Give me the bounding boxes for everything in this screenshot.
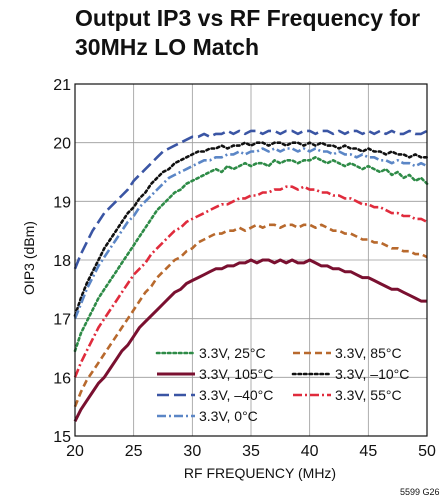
chart-title-line-2: 30MHz LO Match — [75, 34, 259, 60]
legend-entry-6: 3.3V, 0°C — [157, 408, 258, 424]
x-tick-labels: 20 25 30 35 40 45 50 — [66, 443, 436, 460]
x-tick-label: 50 — [418, 443, 436, 460]
legend-label-5: 3.3V, 55°C — [335, 387, 402, 403]
legend-entry-2: 3.3V, 105°C — [157, 366, 273, 382]
series-line-3 — [73, 141, 429, 318]
y-tick-label: 19 — [53, 194, 71, 211]
y-axis-title: OIP3 (dBm) — [21, 221, 37, 295]
legend-label-4: 3.3V, –40°C — [199, 387, 273, 403]
x-tick-label: 35 — [242, 443, 260, 460]
y-tick-label: 15 — [53, 429, 71, 446]
figure-code: 5599 G26 — [400, 487, 440, 497]
y-tick-label: 18 — [53, 253, 71, 270]
x-tick-label: 30 — [183, 443, 201, 460]
legend-entry-0: 3.3V, 25°C — [155, 345, 266, 361]
plot-frame — [74, 83, 428, 437]
y-tick-label: 21 — [53, 77, 71, 94]
legend-entry-4: 3.3V, –40°C — [157, 387, 273, 403]
series-line-4 — [73, 129, 428, 270]
legend-label-1: 3.3V, 85°C — [335, 345, 402, 361]
series-layer — [73, 129, 429, 422]
legend-label-3: 3.3V, –10°C — [335, 366, 409, 382]
legend-label-2: 3.3V, 105°C — [199, 366, 273, 382]
legend-entry-3: 3.3V, –10°C — [291, 366, 409, 382]
legend-entry-5: 3.3V, 55°C — [293, 387, 402, 403]
y-tick-label: 20 — [53, 136, 71, 153]
x-axis-title: RF FREQUENCY (MHz) — [184, 465, 336, 481]
series-line-6 — [73, 147, 428, 320]
x-tick-label: 20 — [66, 443, 84, 460]
y-tick-label: 16 — [53, 370, 71, 387]
legend-label-6: 3.3V, 0°C — [199, 408, 258, 424]
x-tick-label: 45 — [359, 443, 377, 460]
series-line-0 — [73, 156, 429, 353]
x-tick-label: 25 — [125, 443, 143, 460]
y-tick-label: 17 — [53, 312, 71, 329]
legend-layer: 3.3V, 25°C 3.3V, 85°C 3.3V, 105°C 3.3V, –10… — [155, 345, 409, 424]
y-tick-labels: 15 16 17 18 19 20 21 — [53, 77, 71, 446]
legend-entry-1: 3.3V, 85°C — [293, 345, 402, 361]
series-line-2 — [73, 258, 427, 422]
chart-title-line-1: Output IP3 vs RF Frequency for — [75, 5, 420, 31]
series-line-1 — [73, 223, 428, 408]
x-tick-label: 40 — [301, 443, 319, 460]
legend-label-0: 3.3V, 25°C — [199, 345, 266, 361]
